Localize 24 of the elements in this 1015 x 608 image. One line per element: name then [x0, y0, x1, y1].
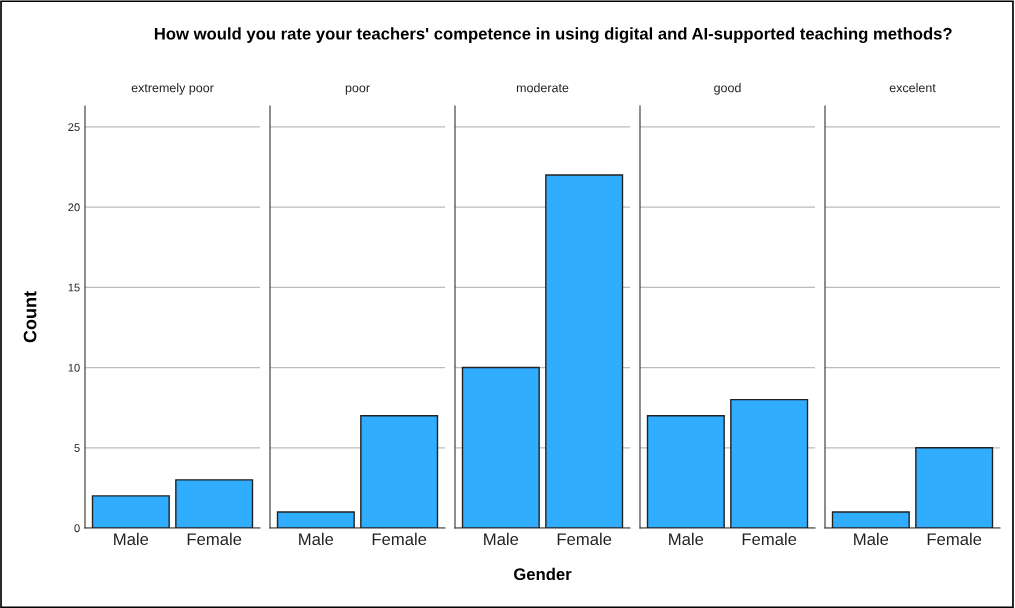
- chart-title: excelent: [889, 83, 936, 93]
- x-axis-title: Gender: [514, 567, 572, 581]
- y-tick-label: 5: [74, 444, 80, 452]
- x-tick-label: Female: [927, 532, 982, 546]
- y-tick-label: 0: [74, 524, 80, 533]
- chart-title: poor: [345, 85, 370, 95]
- x-tick-label: Female: [187, 532, 242, 546]
- x-tick-label: Male: [299, 532, 334, 546]
- y-tick-label: 20: [68, 203, 80, 212]
- x-tick-label: Male: [114, 532, 149, 546]
- x-tick-label: Female: [372, 532, 427, 546]
- x-tick-label: Female: [557, 532, 612, 546]
- chart-title: good: [714, 83, 741, 95]
- y-tick-label: 25: [68, 123, 80, 131]
- y-tick-label: 15: [68, 283, 80, 292]
- x-tick-label: Male: [669, 532, 704, 546]
- text: How would you rate your teachers' competence in using digital and AI-supported teaching methods?: [154, 27, 952, 43]
- x-tick-label: Male: [484, 532, 519, 546]
- y-axis-title: Count: [23, 291, 37, 343]
- y-tick-label: 10: [68, 363, 80, 372]
- chart-title: moderate: [516, 83, 569, 93]
- x-tick-label: Female: [742, 532, 797, 546]
- chart-title: extremely poor: [131, 83, 214, 95]
- x-tick-label: Male: [854, 532, 889, 546]
